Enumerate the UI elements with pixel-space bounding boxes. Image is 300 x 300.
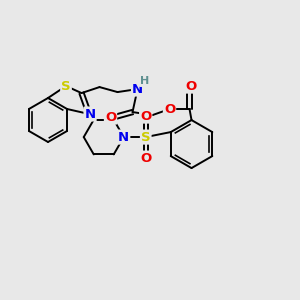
Text: O: O [164,103,175,116]
Text: N: N [132,82,143,96]
Text: N: N [118,130,129,144]
Text: O: O [140,110,152,123]
Text: S: S [141,130,151,144]
Text: O: O [185,80,196,93]
Text: N: N [85,107,96,121]
Text: O: O [105,111,116,124]
Text: H: H [140,76,149,86]
Text: S: S [61,80,71,92]
Text: O: O [140,152,152,165]
